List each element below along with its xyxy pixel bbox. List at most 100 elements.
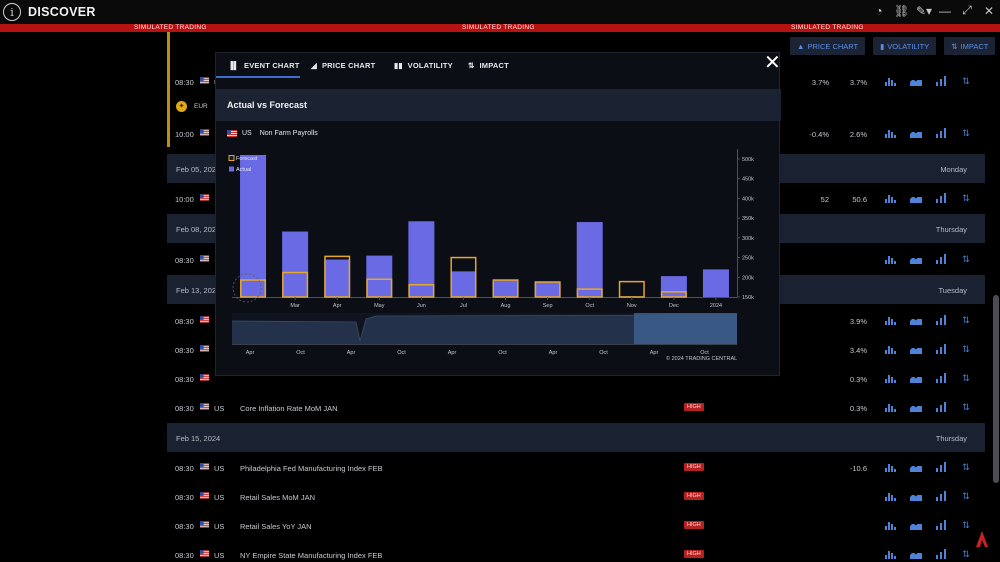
arrows-icon: ⇅ xyxy=(951,41,958,51)
impact-icon[interactable]: ⇅ xyxy=(962,491,970,501)
link-icon[interactable]: ⛓ xyxy=(894,3,910,18)
price-chart-button[interactable]: ▲ PRICE CHART xyxy=(790,37,866,55)
restore-icon[interactable]: ⤢ xyxy=(962,3,972,17)
volatility-icon: ▮▮ xyxy=(394,61,403,70)
brand-logo-icon xyxy=(976,531,988,547)
table-row[interactable]: 08:30 3.4% ⇅ xyxy=(167,335,985,364)
volatility-icon[interactable] xyxy=(935,402,947,412)
event-chart-icon[interactable] xyxy=(885,344,897,354)
hover-indicator xyxy=(232,273,262,303)
table-row[interactable]: 08:30 0.3% ⇅ xyxy=(167,364,985,393)
table-row[interactable]: 08:30US3.7%3.7%⇅ xyxy=(167,67,985,96)
impact-icon[interactable]: ⇅ xyxy=(962,402,970,412)
close-modal-icon[interactable]: ✕ xyxy=(764,52,781,74)
price-chart-icon[interactable] xyxy=(910,195,922,203)
y-tick-label: 150k xyxy=(742,295,754,301)
table-row[interactable]: 08:30 US Retail Sales MoM JAN HIGH ⇅ xyxy=(167,482,985,511)
copyright-text: © 2024 TRADING CENTRAL xyxy=(666,356,738,362)
price-chart-icon[interactable] xyxy=(910,346,922,354)
event-chart-icon[interactable] xyxy=(885,254,897,264)
volatility-icon[interactable] xyxy=(935,315,947,325)
impact-icon[interactable]: ⇅ xyxy=(962,462,970,472)
minimize-icon[interactable]: — xyxy=(939,3,951,18)
event-chart-icon[interactable] xyxy=(885,193,897,203)
table-row[interactable]: 08:30 US Core Inflation Rate MoM JAN HIGH 0.… xyxy=(167,393,985,422)
impact-icon[interactable]: ⇅ xyxy=(962,549,970,559)
price-chart-icon[interactable] xyxy=(910,256,922,264)
impact-button[interactable]: ⇅ IMPACT xyxy=(944,37,996,55)
price-chart-icon[interactable] xyxy=(910,375,922,383)
volatility-icon[interactable] xyxy=(935,128,947,138)
us-flag-icon xyxy=(227,130,237,137)
modal-tabs: ▐▌ EVENT CHART ◢ PRICE CHART ▮▮ VOLATILITY … xyxy=(216,53,781,79)
pin-icon[interactable]: ✎▾ xyxy=(916,3,933,18)
impact-icon[interactable]: ⇅ xyxy=(962,344,970,354)
event-time: 10:00 xyxy=(175,195,194,204)
tab-volatility[interactable]: ▮▮ VOLATILITY xyxy=(394,61,453,70)
row-actions: ▲ PRICE CHART ▮ VOLATILITY ⇅ IMPACT xyxy=(790,37,996,55)
price-chart-icon[interactable] xyxy=(910,317,922,325)
volatility-icon[interactable] xyxy=(935,344,947,354)
table-row[interactable]: 08:30 US NY Empire State Manufacturing Ind… xyxy=(167,540,985,562)
table-row[interactable]: 08:30 ⇅ xyxy=(167,245,985,274)
event-chart-icon[interactable] xyxy=(885,402,897,412)
scrollbar[interactable] xyxy=(993,295,999,483)
event-chart-icon[interactable] xyxy=(885,549,897,559)
price-chart-icon[interactable] xyxy=(910,78,922,86)
event-chart-icon[interactable] xyxy=(885,315,897,325)
close-icon[interactable]: ✕ xyxy=(983,3,995,18)
table-row[interactable]: 10:00 -0.4% 2.6% ⇅ xyxy=(167,119,985,148)
volatility-icon[interactable] xyxy=(935,462,947,472)
tab-price-chart[interactable]: ◢ PRICE CHART xyxy=(311,61,376,70)
volatility-icon[interactable] xyxy=(935,520,947,530)
table-row[interactable]: 08:30 3.9% ⇅ xyxy=(167,306,985,335)
navigator-tick-label: Oct xyxy=(700,350,709,356)
volatility-icon[interactable] xyxy=(935,193,947,203)
price-chart-icon[interactable] xyxy=(910,404,922,412)
volatility-icon[interactable] xyxy=(935,549,947,559)
y-tick-label: 450k xyxy=(742,177,754,183)
chat-icon[interactable]: ◔ xyxy=(875,3,883,18)
volatility-button[interactable]: ▮ VOLATILITY xyxy=(873,37,937,55)
event-chart-icon[interactable] xyxy=(885,491,897,501)
legend-actual-label: Actual xyxy=(236,167,251,173)
table-row[interactable]: 08:30 US Philadelphia Fed Manufacturing In… xyxy=(167,453,985,482)
price-chart-icon[interactable] xyxy=(910,464,922,472)
active-tab-indicator xyxy=(216,76,300,78)
impact-icon[interactable]: ⇅ xyxy=(962,76,970,86)
country-code: US xyxy=(214,522,225,531)
volatility-icon[interactable] xyxy=(935,76,947,86)
us-flag-icon xyxy=(200,255,209,262)
event-chart-icon[interactable] xyxy=(885,76,897,86)
us-flag-icon xyxy=(200,463,209,470)
impact-badge: HIGH xyxy=(684,521,704,529)
volatility-icon[interactable] xyxy=(935,491,947,501)
legend-actual-swatch xyxy=(229,166,234,172)
impact-icon[interactable]: ⇅ xyxy=(962,193,970,203)
impact-icon[interactable]: ⇅ xyxy=(962,315,970,325)
table-row[interactable]: 08:30 US Retail Sales YoY JAN HIGH ⇅ xyxy=(167,511,985,540)
info-icon[interactable]: i xyxy=(3,3,21,21)
table-row[interactable]: 10:00 52 50.6 ⇅ xyxy=(167,184,985,213)
row-action-icons: ⇅ xyxy=(885,373,972,383)
event-chart-icon[interactable] xyxy=(885,373,897,383)
event-chart-icon[interactable] xyxy=(885,520,897,530)
tab-event-chart[interactable]: ▐▌ EVENT CHART xyxy=(228,61,300,70)
x-tick-label: Nov xyxy=(627,303,637,309)
impact-icon[interactable]: ⇅ xyxy=(962,520,970,530)
impact-icon[interactable]: ⇅ xyxy=(962,254,970,264)
volatility-icon[interactable] xyxy=(935,254,947,264)
impact-icon[interactable]: ⇅ xyxy=(962,128,970,138)
event-time: 08:30 xyxy=(175,522,194,531)
impact-icon[interactable]: ⇅ xyxy=(962,373,970,383)
volatility-icon[interactable] xyxy=(935,373,947,383)
price-chart-icon[interactable] xyxy=(910,493,922,501)
event-bar-chart[interactable]: 150k 200k 250k 300k 350k 400k 450k 500k Mar Apr Ma… xyxy=(216,141,781,356)
event-chart-icon[interactable] xyxy=(885,128,897,138)
event-chart-icon[interactable] xyxy=(885,462,897,472)
price-chart-icon[interactable] xyxy=(910,522,922,530)
price-chart-icon[interactable] xyxy=(910,551,922,559)
tab-impact[interactable]: ⇅ IMPACT xyxy=(468,61,509,70)
y-tick-label: 500k xyxy=(742,157,754,163)
price-chart-icon[interactable] xyxy=(910,130,922,138)
